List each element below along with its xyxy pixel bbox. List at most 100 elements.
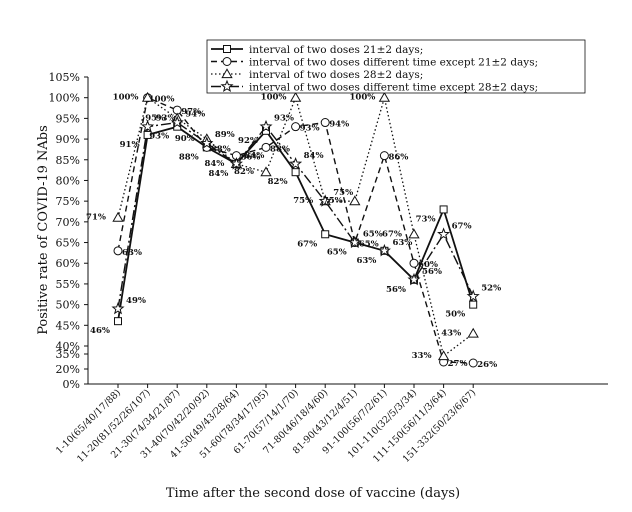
y-tick-label: 70% xyxy=(56,216,80,229)
data-point-square xyxy=(439,205,448,214)
data-label-star: 75% xyxy=(333,188,353,198)
data-label-circle: 86% xyxy=(240,153,260,163)
data-label-square: 73% xyxy=(416,214,436,224)
data-label-triangle: 33% xyxy=(412,351,432,361)
data-label-triangle: 82% xyxy=(234,167,254,177)
data-label-circle: 65% xyxy=(359,240,379,250)
data-point-triangle xyxy=(378,91,391,102)
data-point-circle xyxy=(291,122,301,132)
data-point-star xyxy=(259,119,273,133)
x-ticks: 1-10(65/40/17/88)11-20(81/52/26/107)21-3… xyxy=(54,384,478,465)
y-tick-label: 95% xyxy=(56,112,80,125)
data-label-circle: 100% xyxy=(149,95,175,105)
data-point-circle xyxy=(409,258,419,268)
series-line-circle xyxy=(117,96,474,364)
data-point-circle xyxy=(261,142,271,152)
data-point-triangle xyxy=(437,350,450,361)
data-label-circle: 26% xyxy=(477,360,497,370)
legend-label-triangle: interval of two doses 28±2 days; xyxy=(249,69,423,81)
plot-area xyxy=(87,77,608,385)
y-tick-label: 90% xyxy=(56,133,80,146)
data-point-star xyxy=(289,157,303,170)
y-tick-label: 100% xyxy=(49,92,80,105)
data-label-square: 67% xyxy=(297,239,317,249)
data-point-triangle xyxy=(112,211,124,222)
data-point-star xyxy=(111,301,125,315)
data-label-triangle: 43% xyxy=(441,329,461,339)
data-label-circle: 97% xyxy=(181,107,201,117)
data-label-square: 84% xyxy=(208,169,228,179)
data-point-triangle xyxy=(349,195,361,206)
data-point-triangle xyxy=(260,166,272,177)
data-label-star: 84% xyxy=(244,151,264,161)
data-label-square: 63% xyxy=(356,256,376,266)
y-tick-label: 60% xyxy=(56,257,80,270)
data-point-star xyxy=(348,235,362,249)
series-lines xyxy=(117,95,475,364)
data-label-triangle: 100% xyxy=(261,93,287,103)
y-tick-label: 75% xyxy=(56,195,80,208)
data-label-triangle: 67% xyxy=(382,229,402,239)
data-point-square xyxy=(291,168,300,177)
data-label-square: 56% xyxy=(386,285,406,295)
data-point-circle xyxy=(320,118,330,128)
data-label-square: 93% xyxy=(149,132,169,142)
data-label-triangle: 75% xyxy=(293,196,313,206)
y-tick-label: 45% xyxy=(56,319,80,332)
data-point-square xyxy=(114,317,122,326)
data-point-star xyxy=(407,272,421,286)
legend-marker-square xyxy=(223,45,231,53)
data-point-star xyxy=(437,227,451,240)
data-point-star xyxy=(466,289,480,302)
data-label-square: 82% xyxy=(268,177,288,187)
data-label-circle: 63% xyxy=(122,248,142,258)
y-tick-label: 20% xyxy=(56,363,80,376)
data-point-star xyxy=(200,136,214,149)
y-tick-label: 80% xyxy=(56,174,80,187)
y-tick-label: 35% xyxy=(56,348,80,361)
data-label-square: 46% xyxy=(90,326,110,336)
data-point-star xyxy=(318,194,332,207)
data-label-star: 49% xyxy=(126,296,146,306)
data-label-star: 63% xyxy=(392,238,412,248)
legend-label-circle: interval of two doses different time exc… xyxy=(249,57,538,69)
data-labels: 46%91%93%88%84%92%82%67%65%63%56%73%50%6… xyxy=(86,93,501,370)
data-label-star: 52% xyxy=(481,283,501,293)
y-tick-label: 40% xyxy=(56,340,80,353)
data-point-star xyxy=(141,119,155,133)
data-point-triangle xyxy=(141,91,154,102)
data-label-star: 65% xyxy=(363,230,383,240)
data-point-triangle xyxy=(408,228,420,239)
data-label-circle: 88% xyxy=(270,144,290,154)
data-label-circle: 60% xyxy=(418,260,438,270)
data-point-square xyxy=(469,300,478,309)
data-point-circle xyxy=(113,246,123,256)
data-label-star: 93% xyxy=(156,114,176,124)
data-label-circle: 88% xyxy=(211,144,231,154)
x-axis-title: Time after the second dose of vaccine (d… xyxy=(166,486,460,501)
y-tick-label: 50% xyxy=(56,299,80,312)
data-label-circle: 27% xyxy=(448,359,468,369)
data-label-triangle: 71% xyxy=(86,213,106,223)
data-label-circle: 94% xyxy=(329,120,349,130)
legend-marker-triangle xyxy=(221,68,233,79)
data-label-triangle: 84% xyxy=(204,159,224,169)
data-label-triangle: 75% xyxy=(323,196,343,206)
y-tick-label: 85% xyxy=(56,154,80,167)
data-label-triangle: 100% xyxy=(349,93,375,103)
data-label-star: 67% xyxy=(452,221,472,231)
data-label-square: 65% xyxy=(327,248,347,258)
data-point-circle xyxy=(468,358,478,368)
y-ticks: 0% 20% 35%40% 45% 50% 55% 60% 65% 70% 75% 80% 85% 90… xyxy=(49,71,88,391)
y-tick-label: 65% xyxy=(56,237,80,250)
data-point-triangle xyxy=(467,327,479,338)
y-tick-label: 55% xyxy=(56,278,80,291)
legend-marker-star xyxy=(220,79,234,93)
y-axis-title: Positive rate of COVID-19 NAbs xyxy=(36,125,51,335)
data-point-square xyxy=(321,230,330,239)
data-point-star xyxy=(229,157,243,170)
data-point-circle xyxy=(379,151,389,161)
data-label-square: 50% xyxy=(445,310,465,320)
data-point-triangle xyxy=(289,91,302,102)
